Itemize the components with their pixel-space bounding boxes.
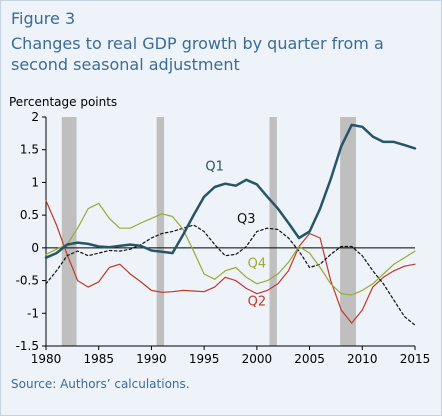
series-line-q4 [45,202,416,296]
series-label-q3: Q3 [237,212,256,227]
recession-band [61,117,77,346]
x-tick-label: 2005 [294,352,325,366]
series-line-q3 [45,224,416,326]
x-tick-label: 2010 [347,352,378,366]
y-tick-label: 0.5 [20,208,39,222]
series-labels: Q1 Q3 Q4 Q2 [205,160,266,310]
y-tick-label: 1 [31,175,39,189]
x-tick-label: 1995 [189,352,220,366]
recession-band [340,117,356,346]
y-tick-label: 0 [31,241,39,255]
x-tick-label: 1985 [83,352,114,366]
figure-label: Figure 3 [11,9,76,28]
series-label-q2: Q2 [248,294,267,309]
y-tick-label: -1 [27,306,39,320]
x-tick-label: 1990 [136,352,167,366]
source-note: Source: Authors’ calculations. [11,377,190,391]
recession-band [269,117,277,346]
series-lines [44,123,417,326]
x-tick-label: 1980 [31,352,62,366]
series-line-q2 [45,200,416,324]
chart-title: Changes to real GDP growth by quarter fr… [11,34,384,74]
y-tick-label: 2 [31,110,39,124]
x-tick-label: 2000 [242,352,273,366]
recession-bands [61,117,356,346]
y-tick-label: 1.5 [20,143,39,157]
series-label-q4: Q4 [248,256,267,271]
y-axis-label: Percentage points [9,95,118,109]
recession-band [156,117,165,346]
series-line-q1 [44,123,417,259]
series-label-q1: Q1 [205,160,224,175]
y-tick-label: -0.5 [16,274,39,288]
y-tick-label: -1.5 [16,339,39,353]
x-tick-label: 2015 [400,352,431,366]
axes: -1.5 -1 -0.5 0 0.5 1 1.5 2 1980 1985 1990 1995 2000 2… [16,110,431,366]
